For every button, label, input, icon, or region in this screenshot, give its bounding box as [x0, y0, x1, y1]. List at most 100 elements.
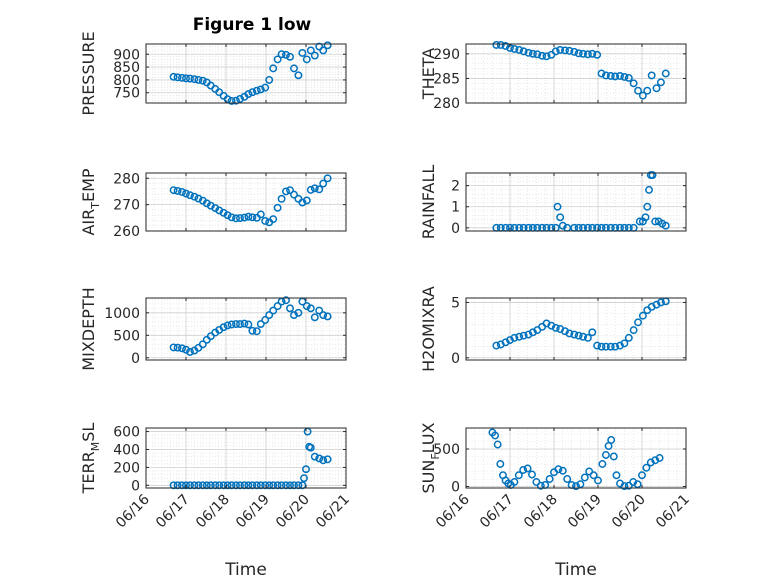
- sun-flux-xtick-label: 06/16: [433, 491, 473, 531]
- air-temp-marker: [202, 199, 211, 208]
- air-temp-marker: [248, 213, 257, 222]
- rainfall-marker: [643, 202, 652, 211]
- sun-flux-marker: [536, 481, 545, 490]
- mixdepth-marker: [248, 326, 257, 335]
- h2omixra-ylabel: H2OMIXRA: [419, 286, 438, 372]
- h2omixra-marker: [510, 333, 519, 342]
- h2omixra-marker: [565, 329, 574, 338]
- air-temp-marker: [223, 211, 232, 220]
- mixdepth-marker: [265, 311, 274, 320]
- air-temp-ylabel: AIRTEMP: [79, 168, 102, 235]
- mixdepth-axes-frame: [145, 297, 347, 361]
- sun-flux-marker: [607, 436, 616, 444]
- pressure-marker: [323, 41, 332, 50]
- sun-flux-marker: [638, 471, 646, 480]
- air-temp-marker: [186, 191, 194, 200]
- h2omixra-axes-background: [466, 298, 686, 360]
- rainfall-axes-background: [466, 173, 686, 231]
- theta-marker: [496, 41, 505, 49]
- pressure-marker: [286, 52, 294, 61]
- mixdepth-marker: [236, 320, 244, 329]
- mixdepth-marker: [294, 308, 303, 317]
- sun-flux-axes-frame: [465, 427, 687, 489]
- pressure-ytick-label: 750: [113, 86, 140, 102]
- sun-flux-marker: [523, 464, 532, 473]
- terr-msl-marker: [169, 481, 178, 490]
- theta-marker: [597, 69, 606, 78]
- air-temp-axes-frame: [145, 172, 347, 232]
- sun-flux-marker: [519, 466, 528, 474]
- h2omixra-panel: 0 5 H2OMIXRA: [419, 286, 687, 372]
- sun-flux-marker: [545, 475, 554, 483]
- terr-msl-marker: [261, 481, 270, 490]
- sun-flux-marker: [601, 451, 610, 459]
- air-temp-ytick-label: 260: [113, 224, 140, 240]
- mixdepth-marker: [244, 320, 253, 329]
- mixdepth-marker: [186, 347, 194, 356]
- pressure-marker: [232, 96, 240, 105]
- rainfall-marker: [651, 217, 660, 226]
- pressure-marker: [252, 86, 261, 95]
- pressure-marker: [273, 55, 282, 64]
- h2omixra-marker: [616, 341, 624, 350]
- terr-msl-marker: [300, 474, 308, 483]
- terr-msl-marker: [302, 465, 310, 474]
- theta-marker: [643, 86, 652, 95]
- terr-msl-ytick-label: 400: [113, 442, 140, 458]
- terr-msl-marker: [173, 481, 182, 490]
- rainfall-ytick-label: 1: [451, 200, 460, 216]
- rainfall-marker: [556, 213, 565, 222]
- terr-msl-axes-frame: [145, 427, 347, 489]
- air-temp-marker: [194, 194, 203, 203]
- terr-msl-marker: [240, 481, 249, 490]
- pressure-marker: [236, 94, 244, 103]
- theta-marker: [647, 71, 656, 80]
- h2omixra-marker: [524, 330, 533, 339]
- mixdepth-marker: [178, 344, 186, 353]
- terr-msl-marker: [294, 481, 303, 490]
- air-temp-marker: [256, 210, 265, 219]
- sun-flux-marker: [572, 482, 580, 491]
- air-temp-marker: [236, 214, 244, 223]
- h2omixra-marker: [574, 331, 583, 340]
- pressure-marker: [169, 72, 178, 81]
- pressure-marker: [223, 95, 232, 104]
- terr-msl-xlabel: Time: [224, 560, 267, 580]
- terr-msl-marker: [227, 481, 236, 490]
- rainfall-marker: [645, 185, 653, 194]
- air-temp-marker: [244, 212, 253, 221]
- pressure-marker: [248, 88, 257, 97]
- air-temp-marker: [219, 208, 228, 217]
- terr-msl-marker: [219, 481, 228, 490]
- air-temp-marker: [315, 185, 324, 194]
- theta-marker: [570, 47, 579, 56]
- theta-marker: [652, 84, 661, 93]
- terr-msl-xtick-label: 06/21: [313, 492, 353, 532]
- h2omixra-marker: [611, 342, 620, 351]
- terr-msl-marker: [190, 481, 199, 490]
- sun-flux-marker: [514, 471, 523, 480]
- pressure-ylabel: PRESSURE: [79, 31, 98, 115]
- theta-marker: [565, 46, 574, 55]
- sun-flux-marker: [655, 454, 664, 462]
- sun-flux-marker: [563, 475, 572, 483]
- rainfall-ytick-label: 0: [451, 221, 460, 237]
- mixdepth-marker: [232, 320, 240, 329]
- mixdepth-ylabel: MIXDEPTH: [79, 287, 98, 370]
- sun-flux-xtick-label: 06/20: [609, 492, 649, 532]
- sun-flux-marker: [642, 463, 651, 472]
- terr-msl-marker: [315, 454, 324, 463]
- sun-flux-marker: [576, 480, 585, 489]
- terr-msl-ytick-label: 600: [113, 425, 140, 441]
- h2omixra-marker: [634, 318, 642, 327]
- mixdepth-ytick-label: 500: [113, 328, 140, 344]
- mixdepth-marker: [223, 321, 232, 330]
- theta-axes-frame: [465, 43, 687, 104]
- mixdepth-marker: [290, 311, 298, 320]
- h2omixra-marker: [629, 326, 638, 335]
- mixdepth-marker: [252, 327, 261, 336]
- air-temp-marker: [173, 186, 182, 195]
- theta-marker: [574, 49, 583, 58]
